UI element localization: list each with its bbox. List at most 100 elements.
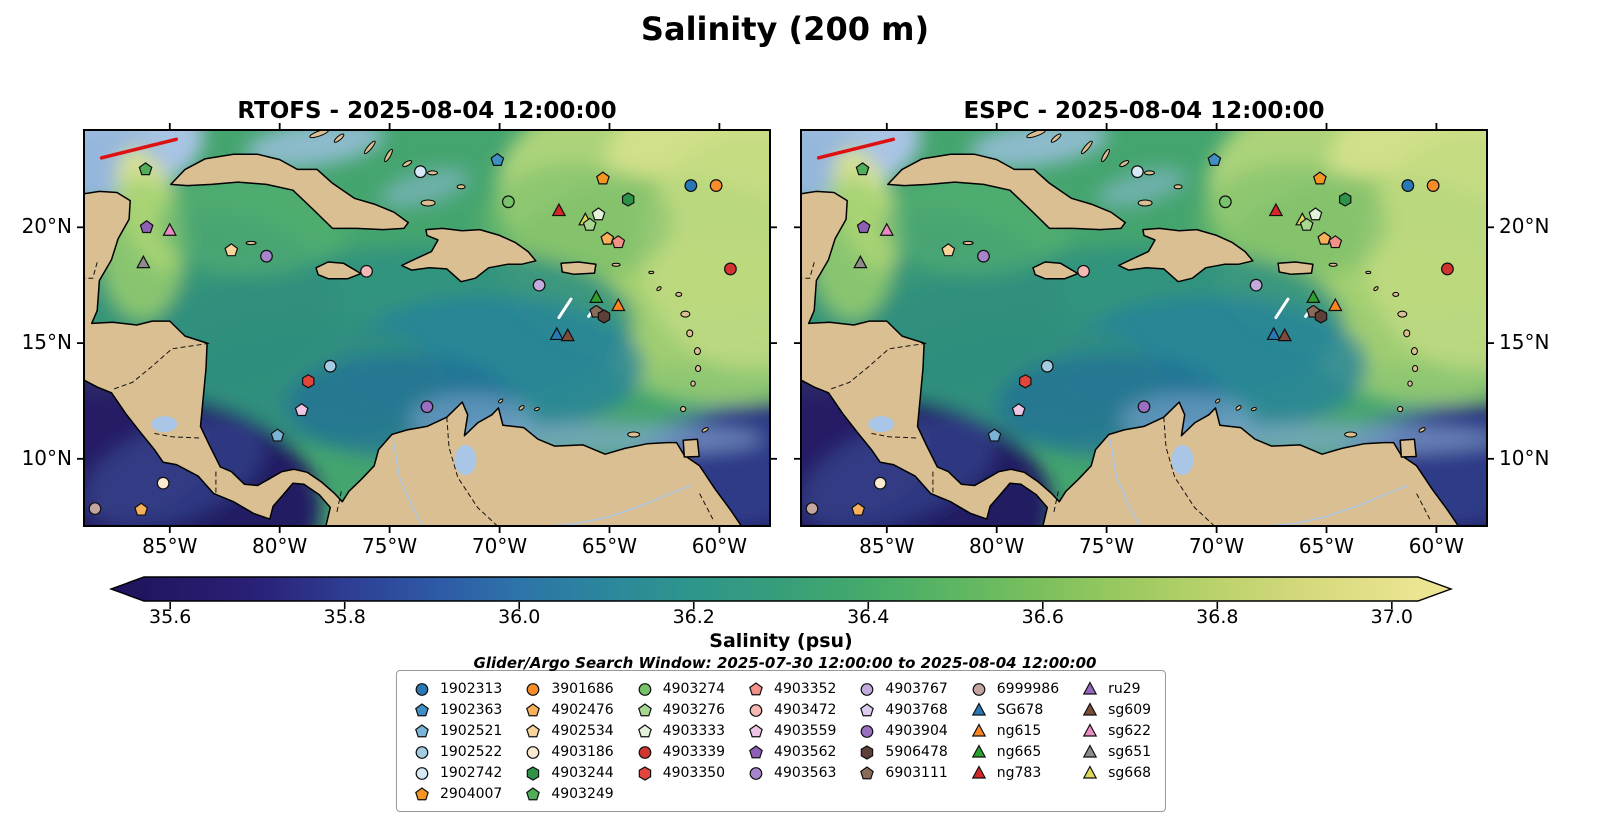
legend-label: 6903111 <box>885 764 948 781</box>
marker-4903339 <box>724 262 737 276</box>
legend-glyph-ng615 <box>971 722 986 737</box>
circle-marker-icon <box>638 682 652 696</box>
marker-4903562 <box>139 220 154 234</box>
marker-sg651 <box>853 254 868 269</box>
hexagon-marker-icon <box>527 765 540 781</box>
hexagon-marker-icon <box>638 765 651 781</box>
map-espc <box>794 123 1494 533</box>
marker-4903559 <box>1011 402 1026 417</box>
legend-label: sg651 <box>1108 743 1152 760</box>
circle-marker-icon <box>749 703 763 717</box>
legend-item-4903904: 4903904 <box>856 720 948 741</box>
legend-label: 1902522 <box>439 743 503 760</box>
marker-4903339 <box>1441 262 1454 276</box>
x-tick-label: 70°W <box>1188 534 1245 558</box>
marker-3901686 <box>709 179 723 192</box>
legend-item-4903559: 4903559 <box>745 720 836 741</box>
legend-item-4903274: 4903274 <box>634 678 725 699</box>
legend-label: 4903276 <box>662 701 726 718</box>
marker-4903904 <box>1137 400 1151 414</box>
legend-glyph-4903350 <box>638 765 651 781</box>
legend-glyph-5906478 <box>861 744 874 760</box>
legend-glyph-4903276 <box>637 702 652 716</box>
marker-2904007 <box>1313 171 1327 185</box>
circle-marker-icon <box>415 682 429 696</box>
marker-1902313 <box>1401 179 1415 192</box>
pentagon-marker-icon <box>526 786 541 800</box>
triangle-marker-icon <box>971 743 986 758</box>
pentagon-marker-icon <box>526 723 541 737</box>
legend-glyph-4903186 <box>526 745 540 759</box>
legend-label: 1902363 <box>439 701 503 718</box>
legend-glyph-2904007 <box>415 786 429 800</box>
marker-4903559 <box>294 402 309 417</box>
circle-marker-icon <box>526 745 540 759</box>
legend-item-4903768: 4903768 <box>856 699 948 720</box>
legend-glyph-4903472 <box>749 703 763 717</box>
search-window-text: Glider/Argo Search Window: 2025-07-30 12… <box>473 654 1097 672</box>
legend-label: 4903244 <box>551 764 614 781</box>
legend-item-1902363: 1902363 <box>411 699 502 720</box>
legend-label: 1902742 <box>439 764 503 781</box>
pentagon-marker-icon <box>415 786 429 800</box>
pentagon-marker-icon <box>749 681 763 695</box>
legend-column: ru29 sg609 sg622 sg651 sg668 <box>1079 678 1151 804</box>
marker-4903274 <box>501 195 515 209</box>
pentagon-marker-icon <box>749 723 763 737</box>
marker-4903249 <box>138 162 153 176</box>
legend-item-sg651: sg651 <box>1079 741 1151 762</box>
marker-3901686 <box>1426 179 1440 192</box>
legend-label: 4903249 <box>551 785 614 802</box>
legend-glyph-1902522 <box>415 745 429 759</box>
hexagon-marker-icon <box>861 744 874 760</box>
legend-item-4902534: 4902534 <box>522 720 614 741</box>
legend-glyph-1902742 <box>415 766 429 780</box>
legend-label: 5906478 <box>885 743 948 760</box>
legend-label: 1902313 <box>439 680 503 697</box>
marker-5906478 <box>1314 309 1328 324</box>
legend-label: 6999986 <box>996 680 1060 697</box>
legend-glyph-4903333 <box>637 723 652 737</box>
legend-item-4903276: 4903276 <box>634 699 725 720</box>
legend-label: sg622 <box>1108 722 1152 739</box>
y-tick-label: 20°N <box>21 214 72 239</box>
legend-label: 4903562 <box>774 743 837 760</box>
glider-track-line <box>557 297 573 320</box>
marker-4902476 <box>851 502 866 516</box>
circle-marker-icon <box>638 745 652 759</box>
x-tick-label: 80°W <box>252 534 308 558</box>
marker-4903904 <box>420 400 434 414</box>
marker-4902476 <box>134 502 149 516</box>
legend-label: 4903563 <box>774 764 837 781</box>
colorbar-tick-label: 37.0 <box>1370 606 1413 628</box>
legend-glyph-1902521 <box>415 723 429 737</box>
triangle-marker-icon <box>971 764 986 779</box>
y-tick-label: 10°N <box>21 445 72 470</box>
legend-item-1902313: 1902313 <box>411 678 502 699</box>
triangle-marker-icon <box>1082 680 1098 695</box>
legend-item-ng783: ng783 <box>968 762 1059 783</box>
map-rtofs <box>77 123 777 533</box>
colorbar-label: Salinity (psu) <box>709 630 853 652</box>
legend-item-1902521: 1902521 <box>411 720 502 741</box>
legend-label: SG678 <box>996 701 1044 718</box>
pentagon-marker-icon <box>526 702 541 716</box>
marker-1902521 <box>987 428 1002 442</box>
pentagon-marker-icon <box>749 744 763 758</box>
legend-column: 4903352 4903472 4903559 4903562 4903563 <box>745 678 836 804</box>
marker-4903350 <box>302 374 315 389</box>
marker-1902521 <box>270 428 285 442</box>
marker-4903562 <box>856 220 871 234</box>
legend-glyph-4903249 <box>526 786 541 800</box>
legend-item-sg668: sg668 <box>1079 762 1151 783</box>
marker-4902534 <box>224 243 239 257</box>
legend-item-4903186: 4903186 <box>522 741 614 762</box>
x-tick-label: 60°W <box>1408 534 1465 558</box>
circle-marker-icon <box>861 724 874 738</box>
marker-4903350 <box>1019 374 1032 389</box>
legend-glyph-sg651 <box>1082 743 1098 758</box>
marker-sg651 <box>136 254 151 269</box>
pentagon-marker-icon <box>637 702 652 716</box>
colorbar-tick-label: 36.6 <box>1021 606 1064 628</box>
